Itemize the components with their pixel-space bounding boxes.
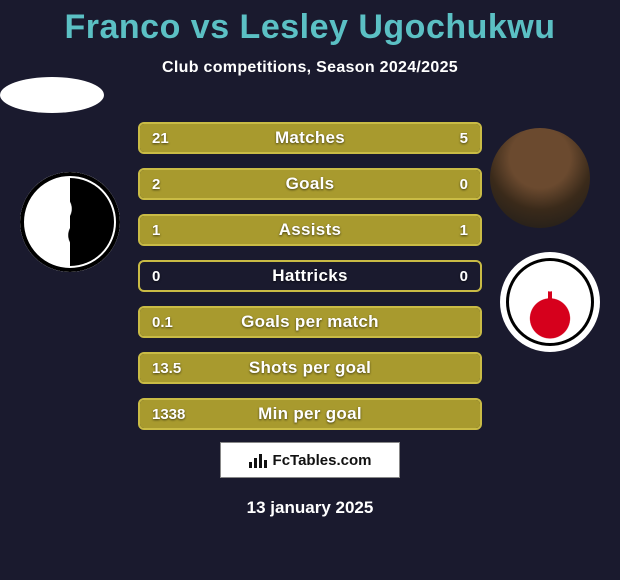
stat-label: Shots per goal: [140, 354, 480, 382]
stat-row: 1338Min per goal: [138, 398, 482, 430]
stat-row: 20Goals: [138, 168, 482, 200]
player-right-avatar: [490, 128, 590, 228]
brand-logo[interactable]: FcTables.com: [220, 442, 400, 478]
stat-label: Matches: [140, 124, 480, 152]
bar-chart-icon: [249, 452, 267, 468]
stat-row: 13.5Shots per goal: [138, 352, 482, 384]
stat-label: Goals per match: [140, 308, 480, 336]
stats-container: 215Matches 20Goals 11Assists 00Hattricks 0.1…: [138, 122, 482, 444]
stat-label: Assists: [140, 216, 480, 244]
footer-date: 13 january 2025: [0, 498, 620, 518]
subtitle: Club competitions, Season 2024/2025: [0, 59, 620, 77]
stat-row: 0.1Goals per match: [138, 306, 482, 338]
stat-row: 00Hattricks: [138, 260, 482, 292]
stat-label: Min per goal: [140, 400, 480, 428]
stat-label: Goals: [140, 170, 480, 198]
player-left-club-badge: [20, 172, 120, 272]
stat-row: 215Matches: [138, 122, 482, 154]
page-title: Franco vs Lesley Ugochukwu: [0, 0, 620, 47]
player-left-avatar: [0, 77, 104, 113]
stat-row: 11Assists: [138, 214, 482, 246]
stat-label: Hattricks: [140, 262, 480, 290]
brand-text: FcTables.com: [273, 452, 372, 469]
player-right-club-badge: [500, 252, 600, 352]
